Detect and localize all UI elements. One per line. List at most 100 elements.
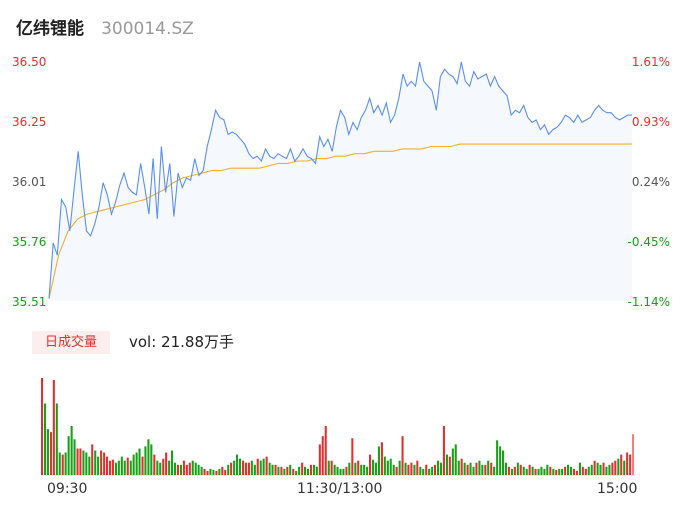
volume-tag: 日成交量	[32, 331, 110, 354]
volume-bar	[227, 464, 230, 475]
volume-bar	[345, 466, 348, 475]
volume-bar	[608, 464, 611, 475]
volume-bar	[301, 462, 304, 475]
volume-bar	[363, 464, 366, 475]
volume-bar	[493, 466, 496, 475]
volume-bar	[268, 462, 271, 475]
volume-bar	[156, 460, 159, 475]
volume-bar	[203, 468, 206, 475]
volume-bar	[70, 426, 73, 475]
volume-bar	[324, 426, 327, 475]
volume-bar	[516, 462, 519, 475]
volume-bar	[141, 456, 144, 475]
stock-code: 300014.SZ	[101, 19, 194, 39]
volume-bar	[564, 466, 567, 475]
x-tick-label: 09:30	[47, 481, 88, 497]
volume-bar	[632, 434, 635, 475]
volume-bar	[206, 470, 209, 475]
stock-name: 亿纬锂能	[16, 19, 84, 39]
volume-bar	[425, 464, 428, 475]
volume-bar	[159, 462, 162, 475]
volume-bar	[478, 460, 481, 475]
volume-bar	[519, 464, 522, 475]
volume-bar	[132, 454, 135, 475]
volume-bar	[315, 466, 318, 475]
volume-bar	[58, 452, 61, 475]
volume-bar	[321, 436, 324, 475]
x-tick-label: 15:00	[597, 481, 638, 497]
volume-bar	[487, 460, 490, 475]
volume-bar	[502, 450, 505, 475]
volume-bar	[233, 460, 236, 475]
volume-bar	[271, 464, 274, 475]
volume-bar	[445, 454, 448, 475]
volume-bar	[463, 462, 466, 475]
volume-bar	[590, 464, 593, 475]
y-tick-label-left: 35.51	[12, 295, 46, 309]
volume-bar	[570, 466, 573, 475]
volume-bar	[215, 470, 218, 475]
volume-bar	[587, 466, 590, 475]
volume-bar	[274, 464, 277, 475]
volume-bar	[386, 460, 389, 475]
volume-bar	[191, 460, 194, 475]
volume-bar	[162, 458, 165, 475]
volume-bar	[380, 442, 383, 475]
volume-bar	[584, 468, 587, 475]
volume-bar	[327, 460, 330, 475]
volume-bar	[398, 460, 401, 475]
volume-bar	[416, 460, 419, 475]
volume-bar	[117, 460, 120, 475]
volume-bar	[76, 448, 79, 475]
volume-bar	[153, 454, 156, 475]
volume-bar	[259, 460, 262, 475]
volume-bar	[484, 464, 487, 475]
volume-bar	[552, 468, 555, 475]
volume-bar	[114, 462, 117, 475]
volume-bar	[123, 460, 126, 475]
volume-bar	[572, 468, 575, 475]
volume-bar	[466, 464, 469, 475]
volume-bar	[236, 454, 239, 475]
volume-bar	[440, 462, 443, 475]
volume-bar	[283, 468, 286, 475]
volume-bar	[188, 462, 191, 475]
volume-bar	[522, 466, 525, 475]
volume-bar	[419, 466, 422, 475]
volume-bar	[448, 456, 451, 475]
volume-bar	[94, 450, 97, 475]
price-line	[48, 61, 632, 299]
volume-bar	[354, 462, 357, 475]
volume-bar	[578, 462, 581, 475]
volume-bar	[567, 464, 570, 475]
volume-bar	[165, 452, 168, 475]
volume-bar	[111, 459, 114, 475]
volume-bar	[179, 464, 182, 475]
volume-bar	[120, 456, 123, 475]
volume-bar	[100, 450, 103, 475]
volume-bar	[97, 456, 100, 475]
volume-bar	[389, 458, 392, 475]
volume-bar	[626, 452, 629, 475]
volume-bar	[499, 446, 502, 475]
volume-bar	[135, 452, 138, 475]
volume-bar	[437, 460, 440, 475]
volume-bar	[106, 456, 109, 475]
volume-bar	[614, 460, 617, 475]
volume-bar	[407, 464, 410, 475]
volume-bar	[129, 460, 132, 475]
volume-bar	[581, 466, 584, 475]
y-tick-label-left: 36.50	[12, 55, 46, 69]
volume-bar	[617, 458, 620, 475]
volume-bar	[88, 456, 91, 475]
volume-bar	[144, 446, 147, 475]
volume-bar	[457, 460, 460, 475]
volume-bar	[197, 464, 200, 475]
volume-bar	[392, 464, 395, 475]
volume-bar	[277, 466, 280, 475]
volume-bar	[218, 468, 221, 475]
volume-bar	[250, 460, 253, 475]
volume-bar	[138, 448, 141, 475]
volume-bar	[360, 464, 363, 475]
volume-bar	[434, 464, 437, 475]
